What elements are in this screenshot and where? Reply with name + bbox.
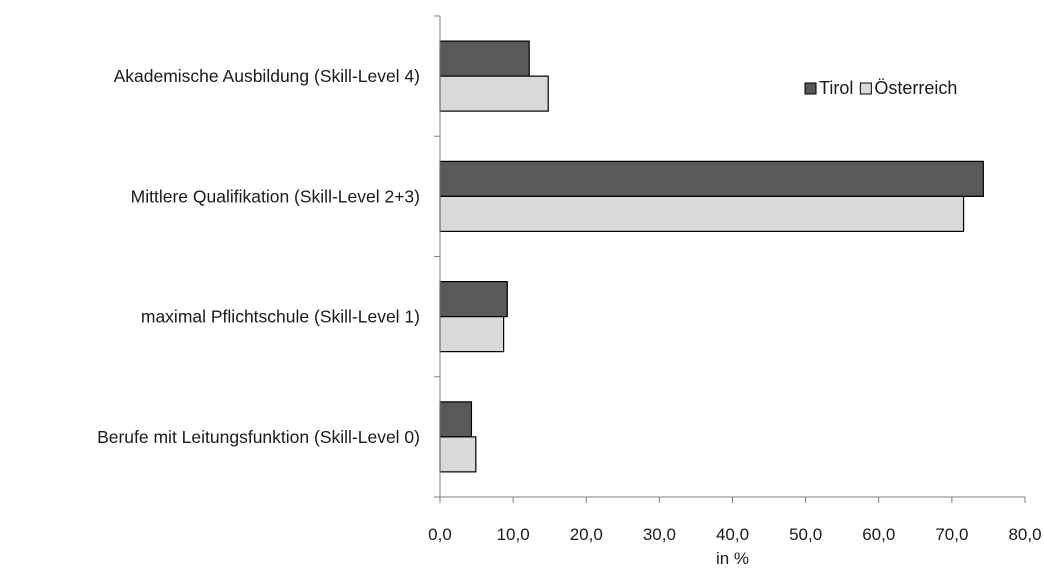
x-tick-label: 20,0	[570, 525, 603, 544]
category-label: Mittlere Qualifikation (Skill-Level 2+3)	[131, 186, 420, 206]
x-tick-label: 10,0	[497, 525, 530, 544]
bar--sterreich-1	[439, 195, 965, 232]
x-axis-title: in %	[716, 549, 749, 568]
bar-tirol-1	[439, 160, 984, 197]
x-tick-label: 0,0	[428, 525, 452, 544]
axes-group	[434, 15, 1026, 503]
x-tick-label: 30,0	[643, 525, 676, 544]
x-tick-label: 40,0	[716, 525, 749, 544]
legend-label: Tirol	[819, 78, 853, 98]
bars-group	[439, 40, 984, 473]
bar-tirol-3	[439, 401, 473, 438]
legend-swatch--sterreich	[859, 82, 872, 95]
bar-tirol-0	[439, 40, 530, 77]
tick-labels: 0,0 10,0 20,0 30,0 40,0 50,0 60,0 70,0 80,0	[428, 525, 1041, 544]
category-label: Akademische Ausbildung (Skill-Level 4)	[114, 66, 420, 86]
bar--sterreich-3	[439, 436, 477, 473]
category-label: maximal Pflichtschule (Skill-Level 1)	[141, 307, 420, 327]
bar--sterreich-2	[439, 316, 505, 353]
legend: Tirol Österreich	[804, 78, 957, 98]
category-labels: Akademische Ausbildung (Skill-Level 4) Mi…	[97, 66, 420, 447]
bar--sterreich-0	[439, 75, 549, 112]
x-tick-label: 60,0	[862, 525, 895, 544]
x-tick-label: 80,0	[1008, 525, 1041, 544]
bar-tirol-2	[439, 281, 508, 318]
x-tick-label: 50,0	[789, 525, 822, 544]
legend-label: Österreich	[874, 78, 957, 98]
legend-swatch-tirol	[804, 82, 817, 95]
category-label: Berufe mit Leitungsfunktion (Skill-Level…	[97, 427, 420, 447]
x-tick-label: 70,0	[935, 525, 968, 544]
